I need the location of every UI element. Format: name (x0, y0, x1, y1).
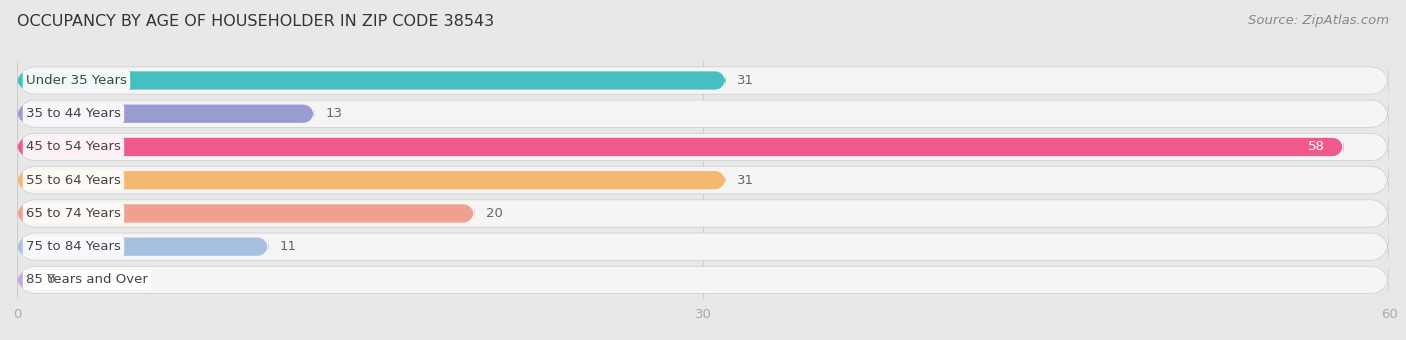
Text: 35 to 44 Years: 35 to 44 Years (27, 107, 121, 120)
FancyBboxPatch shape (17, 67, 1389, 94)
FancyBboxPatch shape (17, 71, 725, 90)
FancyBboxPatch shape (17, 133, 1389, 160)
Text: 31: 31 (737, 74, 754, 87)
Text: 31: 31 (737, 174, 754, 187)
FancyBboxPatch shape (17, 238, 269, 256)
Text: 0: 0 (46, 273, 55, 286)
FancyBboxPatch shape (17, 138, 1343, 156)
Text: 55 to 64 Years: 55 to 64 Years (27, 174, 121, 187)
FancyBboxPatch shape (17, 105, 314, 123)
Text: 20: 20 (485, 207, 502, 220)
Text: 11: 11 (280, 240, 297, 253)
FancyBboxPatch shape (17, 271, 35, 289)
FancyBboxPatch shape (17, 266, 1389, 293)
FancyBboxPatch shape (17, 204, 474, 223)
Text: 75 to 84 Years: 75 to 84 Years (27, 240, 121, 253)
Text: 65 to 74 Years: 65 to 74 Years (27, 207, 121, 220)
FancyBboxPatch shape (17, 233, 1389, 260)
Text: 85 Years and Over: 85 Years and Over (27, 273, 148, 286)
FancyBboxPatch shape (17, 100, 1389, 128)
FancyBboxPatch shape (17, 171, 725, 189)
Text: 58: 58 (1308, 140, 1324, 153)
Text: 45 to 54 Years: 45 to 54 Years (27, 140, 121, 153)
Text: Source: ZipAtlas.com: Source: ZipAtlas.com (1249, 14, 1389, 27)
FancyBboxPatch shape (17, 200, 1389, 227)
Text: OCCUPANCY BY AGE OF HOUSEHOLDER IN ZIP CODE 38543: OCCUPANCY BY AGE OF HOUSEHOLDER IN ZIP C… (17, 14, 494, 29)
FancyBboxPatch shape (17, 167, 1389, 194)
Text: 13: 13 (326, 107, 343, 120)
Text: Under 35 Years: Under 35 Years (27, 74, 127, 87)
